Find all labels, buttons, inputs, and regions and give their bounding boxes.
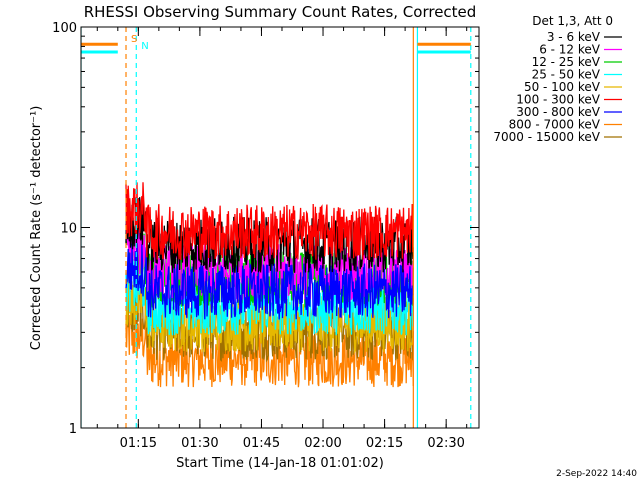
legend-label: 100 - 300 keV — [516, 93, 600, 107]
legend-title: Det 1,3, Att 0 — [532, 14, 613, 28]
legend-label: 25 - 50 keV — [532, 68, 601, 82]
y-axis-label: Corrected Count Rate (s⁻¹ detector⁻¹) — [29, 106, 44, 351]
legend-label: 12 - 25 keV — [532, 55, 601, 69]
series-line — [125, 182, 414, 261]
x-tick-label: 02:15 — [366, 436, 403, 451]
x-tick-label: 02:00 — [304, 436, 341, 451]
axes: 01:15 01:30 01:45 02:00 02:15 02:30 1 10 100 — [52, 21, 479, 451]
legend-label: 50 - 100 keV — [524, 80, 601, 94]
x-tick-label: 02:30 — [427, 436, 464, 451]
annotation-label: S — [131, 34, 137, 45]
y-tick-label: 100 — [52, 21, 77, 36]
y-tick-label: 10 — [60, 222, 77, 237]
legend-label: 6 - 12 keV — [539, 43, 601, 57]
plot-area: SN — [81, 27, 472, 428]
legend-label: 3 - 6 keV — [547, 30, 601, 44]
x-axis-label: Start Time (14-Jan-18 01:01:02) — [176, 456, 384, 471]
legend-label: 7000 - 15000 keV — [493, 130, 600, 144]
x-tick-label: 01:45 — [243, 436, 280, 451]
legend-label: 300 - 800 keV — [516, 105, 600, 119]
annotation-label: N — [141, 41, 148, 52]
date-stamp: 2-Sep-2022 14:40 — [556, 469, 637, 479]
series-line — [125, 243, 414, 320]
x-tick-label: 01:15 — [120, 436, 157, 451]
legend-label: 800 - 7000 keV — [509, 118, 601, 132]
x-tick-label: 01:30 — [181, 436, 218, 451]
series-line — [125, 195, 414, 274]
chart-title: RHESSI Observing Summary Count Rates, Co… — [84, 3, 477, 21]
y-tick-label: 1 — [69, 422, 77, 437]
series-line — [125, 308, 414, 388]
